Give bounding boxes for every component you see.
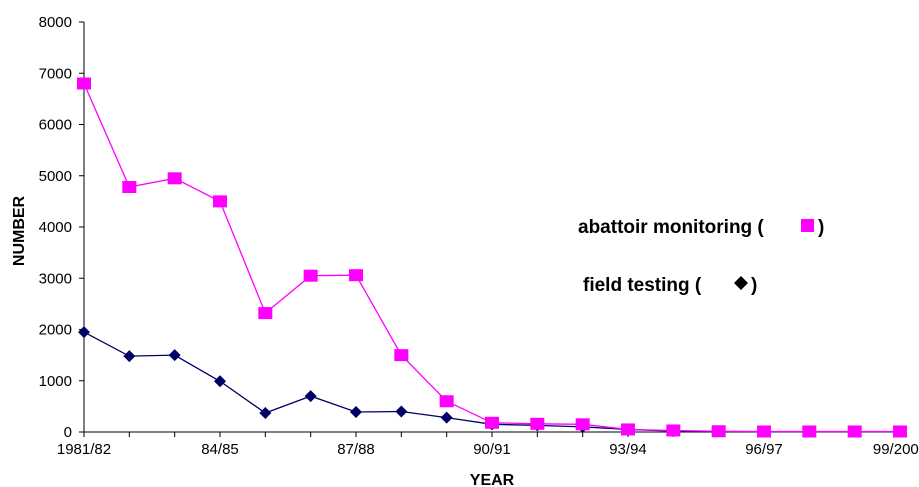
x-tick-label: 93/94	[609, 441, 647, 458]
x-tick-label: 87/88	[337, 441, 375, 458]
x-tick-label: 1981/82	[57, 441, 111, 458]
legend-label-abattoir-monitoring: abattoir monitoring (	[578, 217, 764, 238]
series-line	[83, 83, 900, 433]
x-tick-label: 90/91	[473, 441, 511, 458]
axes	[83, 22, 900, 433]
y-tick-label: 2000	[39, 322, 72, 339]
data-point	[167, 172, 182, 185]
data-point	[214, 375, 226, 388]
data-point	[893, 425, 907, 438]
data-point	[123, 350, 136, 363]
series-layer	[77, 77, 907, 438]
y-tick-label: 1000	[39, 373, 72, 390]
legend-label-field-testing: field testing (	[583, 275, 702, 296]
series-abattoir-monitoring	[77, 77, 907, 438]
y-tick-label: 5000	[39, 168, 72, 185]
y-tick-label: 4000	[39, 219, 72, 236]
x-tick-label: 96/97	[745, 441, 783, 458]
data-point	[440, 411, 453, 424]
data-point	[258, 307, 273, 320]
y-tick-label: 6000	[39, 117, 72, 134]
legend-item-abattoir-monitoring: abattoir monitoring ( )	[578, 217, 824, 238]
data-point	[350, 406, 362, 419]
legend-item-field-testing: field testing ( )	[583, 275, 757, 296]
data-point	[259, 407, 272, 420]
data-point	[439, 395, 454, 408]
data-point	[349, 269, 363, 282]
data-point	[711, 425, 726, 438]
x-tick-label: 99/2000	[873, 441, 919, 458]
data-point	[395, 405, 408, 418]
y-tick-label: 7000	[39, 65, 72, 82]
data-point	[213, 195, 227, 208]
y-axis-ticks: 0 1000 2000 3000 4000 5000 6000 7000 8000	[39, 14, 84, 441]
legend-suffix-field-testing: )	[751, 275, 757, 296]
legend: abattoir monitoring ( ) field testing ( …	[578, 217, 824, 296]
legend-square-marker-icon	[801, 219, 814, 232]
data-point	[575, 418, 590, 431]
data-point	[304, 390, 317, 403]
data-point	[530, 417, 545, 430]
y-tick-label: 0	[64, 424, 72, 441]
data-point	[802, 425, 817, 438]
x-axis-title: YEAR	[470, 472, 515, 487]
data-point	[847, 425, 862, 438]
data-point	[757, 425, 771, 438]
data-point	[394, 349, 409, 362]
data-point	[168, 349, 181, 362]
data-point	[78, 326, 90, 339]
data-point	[77, 77, 91, 90]
x-axis-ticks: 1981/82 84/85 87/88 90/91 93/94 96/97 99/2000	[57, 432, 919, 458]
y-tick-label: 3000	[39, 270, 72, 287]
data-point	[485, 416, 499, 429]
legend-suffix-abattoir-monitoring: )	[818, 217, 824, 238]
data-point	[621, 423, 635, 436]
data-point	[303, 269, 318, 282]
x-tick-label: 84/85	[201, 441, 239, 458]
y-tick-label: 8000	[39, 14, 72, 31]
legend-diamond-marker-icon	[734, 276, 748, 290]
data-point	[666, 424, 681, 437]
y-axis-title: NUMBER	[11, 195, 28, 266]
data-point	[122, 181, 137, 194]
